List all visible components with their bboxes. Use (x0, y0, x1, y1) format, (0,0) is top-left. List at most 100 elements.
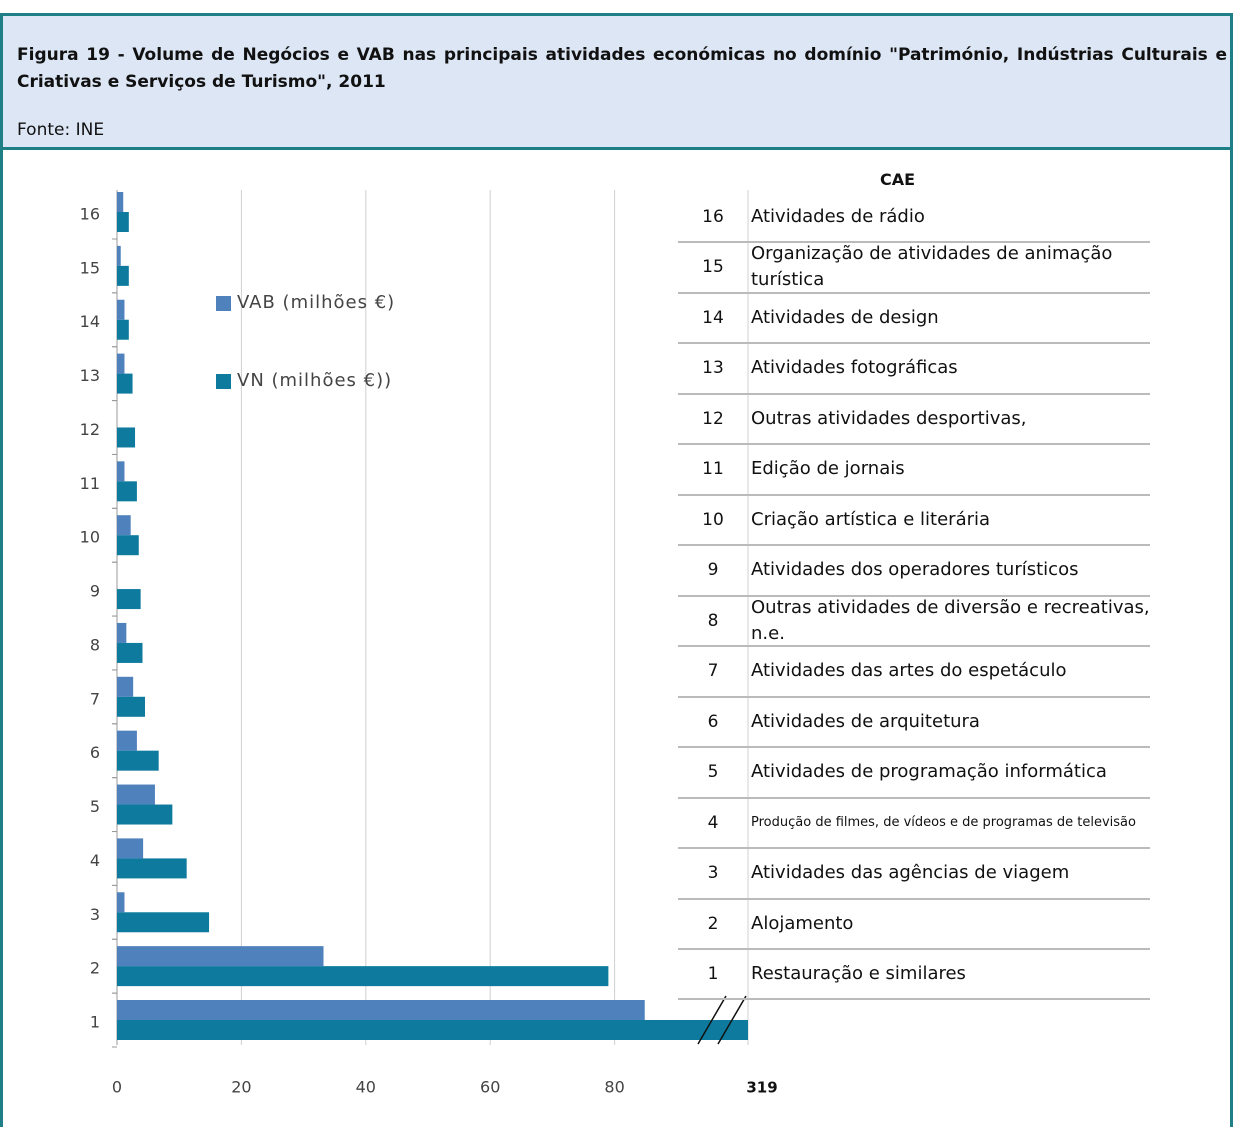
bar (117, 373, 133, 394)
cae-code: 2 (707, 913, 719, 934)
bar (117, 966, 609, 987)
x-tick-label: 40 (356, 1078, 376, 1097)
bar (117, 912, 210, 933)
cae-label: Atividades fotográficas (751, 357, 958, 379)
chart-title: Figura 19 - Volume de Negócios e VAB nas… (17, 45, 1227, 92)
y-tick-label: 11 (80, 474, 100, 493)
y-tick-label: 4 (90, 851, 100, 870)
table-row: 10 Criação artística e literária (678, 496, 1150, 547)
bar (117, 838, 144, 859)
x-tick-label: 60 (480, 1078, 500, 1097)
bar (117, 1000, 645, 1020)
y-tick-label: 10 (80, 528, 100, 547)
bar (117, 319, 129, 340)
y-tick-label: 6 (90, 743, 100, 762)
y-tick-label: 13 (80, 366, 100, 385)
y-tick-label: 16 (80, 205, 100, 224)
bar (117, 481, 137, 502)
cae-code: 9 (707, 560, 719, 581)
bar (117, 642, 143, 663)
bar (117, 784, 155, 805)
bar (117, 858, 187, 879)
table-row: 3 Atividades das agências de viagem (678, 849, 1150, 900)
bar (117, 265, 129, 286)
cae-label: Outras atividades de diversão e recreati… (751, 596, 1150, 644)
axis-break (717, 995, 747, 1045)
cae-label: Atividades de arquitetura (751, 710, 980, 732)
cae-code: 3 (707, 863, 719, 884)
cae-code: 6 (707, 711, 719, 732)
bar (117, 622, 127, 643)
bar (117, 676, 134, 697)
bar (117, 892, 125, 913)
bar (117, 696, 145, 717)
cae-label: Edição de jornais (751, 458, 905, 480)
x-tick-label: 20 (231, 1078, 251, 1097)
frame (0, 13, 1233, 1127)
legend-label: VAB (milhões €) (237, 292, 395, 313)
legend-label: VN (milhões €)) (237, 370, 392, 391)
y-tick-label: 3 (90, 905, 100, 924)
table-row: 16 Atividades de rádio (678, 193, 1150, 244)
legend-swatch (216, 374, 231, 389)
y-tick-label: 14 (80, 312, 100, 331)
cae-code: 8 (707, 610, 719, 631)
bar (117, 589, 141, 610)
y-tick-label: 15 (80, 258, 100, 277)
cae-label: Criação artística e literária (751, 508, 991, 530)
cae-label: Atividades de programação informática (751, 761, 1107, 783)
y-tick-label: 1 (90, 1013, 100, 1032)
y-tick-label: 9 (90, 582, 100, 601)
cae-code: 1 (707, 964, 719, 984)
cae-label: Organização de atividades de animação tu… (751, 243, 1113, 291)
table-row: 11 Edição de jornais (678, 445, 1150, 496)
cae-label: Outras atividades desportivas, (751, 407, 1027, 429)
table-row: 9 Atividades dos operadores turísticos (678, 546, 1150, 597)
table-row: 8 Outras atividades de diversão e recreat… (678, 596, 1150, 648)
cae-code: 5 (707, 762, 719, 783)
x-tick-label: 0 (112, 1078, 122, 1097)
table-row: 4 Produção de filmes, de vídeos e de prog… (678, 799, 1150, 850)
bar (117, 192, 124, 212)
y-tick-label: 8 (90, 635, 100, 654)
cae-label: Atividades de design (751, 306, 939, 328)
cae-code: 12 (702, 408, 724, 429)
bar (117, 353, 125, 374)
cae-code: 4 (707, 812, 719, 833)
cae-label: Atividades das artes do espetáculo (751, 660, 1067, 682)
cae-code: 10 (702, 509, 724, 530)
cae-label: Alojamento (751, 912, 854, 934)
source: Fonte: INE (17, 120, 105, 140)
cae-code: 11 (702, 459, 724, 480)
cae-label: Atividades dos operadores turísticos (751, 559, 1079, 581)
bar (117, 461, 125, 482)
table-row: 2 Alojamento (678, 900, 1150, 950)
bar (117, 299, 125, 320)
cae-code: 7 (707, 661, 719, 682)
bar (117, 730, 137, 751)
bar (117, 535, 139, 556)
axis-break (697, 995, 727, 1045)
bar (117, 750, 159, 771)
bar (117, 804, 173, 825)
table-row: 14 Atividades de design (678, 294, 1150, 345)
bar (117, 946, 324, 967)
bar (117, 1020, 748, 1040)
cae-label: Restauração e similares (751, 963, 966, 984)
cae-code: 13 (702, 358, 724, 379)
y-tick-label: 2 (90, 959, 100, 978)
cae-label: Atividades das agências de viagem (751, 862, 1070, 884)
table-row: 7 Atividades das artes do espetáculo (678, 647, 1150, 698)
table-row: 15 Organização de atividades de animação … (678, 243, 1150, 294)
y-tick-label: 12 (80, 420, 100, 439)
table-row: 1 Restauração e similares (678, 950, 1150, 1001)
cae-code: 14 (702, 307, 724, 328)
bar (117, 427, 136, 448)
cae-label: Produção de filmes, de vídeos e de progr… (751, 814, 1136, 830)
cae-code: 15 (702, 257, 724, 278)
y-tick-label: 5 (90, 797, 100, 816)
header: Figura 19 - Volume de Negócios e VAB nas… (3, 16, 1230, 150)
table-row: 12 Outras atividades desportivas, (678, 395, 1150, 446)
